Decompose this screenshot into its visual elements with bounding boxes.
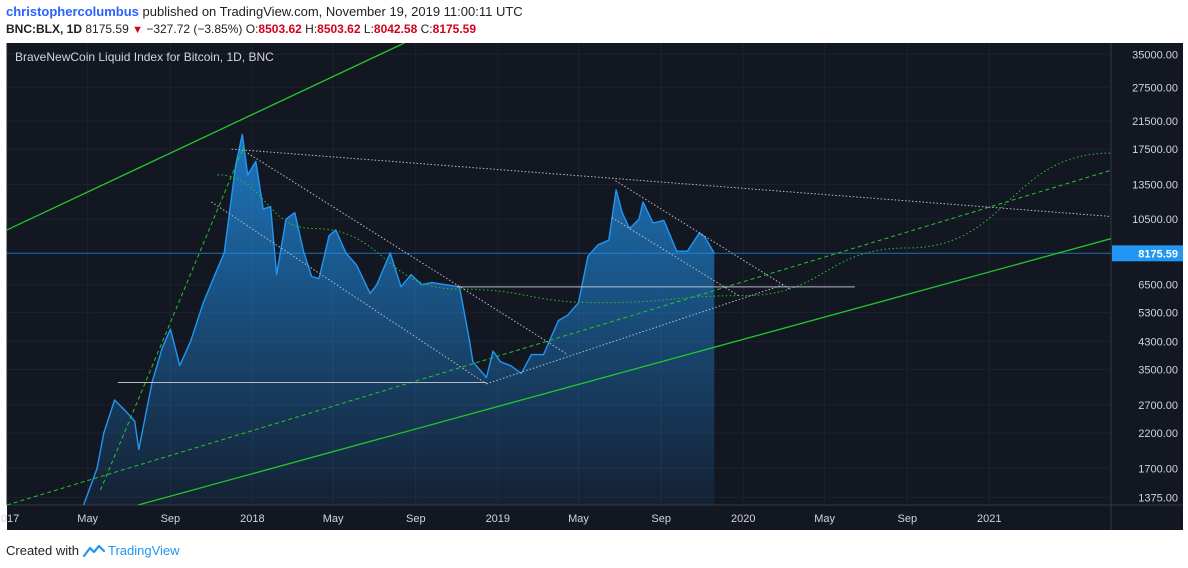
price-series-line[interactable] [82,133,715,505]
time-tick-label: 2019 [486,513,510,525]
last-price-label: 8175.59 [1138,248,1178,260]
created-with-text: Created with [6,543,79,558]
price-tick-label: 27500.00 [1132,82,1178,94]
trendline[interactable] [99,145,245,491]
trendline[interactable] [247,152,569,356]
footer: Created with TradingView [6,543,180,558]
tradingview-logo-icon [82,544,105,557]
arc-curve-line[interactable] [217,152,1111,304]
trendline[interactable] [211,201,487,385]
symbol-label: BNC:BLX, 1D [6,22,83,36]
price-chart[interactable]: BraveNewCoin Liquid Index for Bitcoin, 1… [0,40,1188,532]
price-tick-label: 5300.00 [1138,308,1178,320]
tradingview-link[interactable]: TradingView [107,543,180,558]
price-tick-label: 6500.00 [1138,280,1178,292]
price-tick-label: 1700.00 [1138,463,1178,475]
last-price-label-bg [1112,245,1183,262]
price-tick-label: 2200.00 [1138,428,1178,440]
time-tick-label: 2017 [0,513,19,525]
close-label: C: [420,22,433,36]
time-tick-label: Sep [161,513,181,525]
time-tick-label: 2021 [977,513,1001,525]
price-change: −327.72 (−3.85%) [146,22,243,36]
time-tick-label: Sep [651,513,671,525]
trendline[interactable] [615,180,790,290]
time-tick-label: May [814,513,835,525]
trendline[interactable] [7,169,1111,505]
chart-title: BraveNewCoin Liquid Index for Bitcoin, 1… [15,50,274,64]
time-tick-label: May [323,513,344,525]
down-triangle-icon: ▼ [132,24,143,36]
author-link[interactable]: christophercolumbus [6,4,139,19]
time-tick-label: Sep [897,513,917,525]
high-value: 8503.62 [317,22,361,36]
time-tick-label: 2020 [731,513,755,525]
price-tick-label: 2700.00 [1138,400,1178,412]
last-price: 8175.59 [85,22,129,36]
open-value: 8503.62 [258,22,302,36]
price-tick-label: 10500.00 [1132,214,1178,226]
price-tick-label: 21500.00 [1132,116,1178,128]
price-area-fill [83,134,715,505]
price-tick-label: 35000.00 [1132,49,1178,61]
price-tick-label: 3500.00 [1138,364,1178,376]
published-text: published on TradingView.com, November 1… [142,4,523,19]
publish-header: christophercolumbus published on Trading… [6,4,523,19]
channel-line[interactable] [137,238,1111,505]
open-label: O: [245,22,259,36]
channel-line[interactable] [0,43,405,245]
price-tick-label: 13500.00 [1132,180,1178,192]
time-tick-label: 2018 [240,513,264,525]
low-label: L: [363,22,374,36]
low-value: 8042.58 [373,22,418,36]
time-tick-label: May [568,513,589,525]
time-tick-label: Sep [406,513,426,525]
price-tick-label: 4300.00 [1138,336,1178,348]
trendline[interactable] [611,217,739,297]
price-tick-label: 17500.00 [1132,144,1178,156]
price-tick-label: 1375.00 [1138,492,1178,504]
close-value: 8175.59 [432,22,477,36]
symbol-bar: BNC:BLX, 1D 8175.59 ▼ −327.72 (−3.85%) O… [6,22,476,36]
trendline[interactable] [231,148,1111,217]
time-tick-label: May [77,513,98,525]
high-label: H: [305,22,318,36]
